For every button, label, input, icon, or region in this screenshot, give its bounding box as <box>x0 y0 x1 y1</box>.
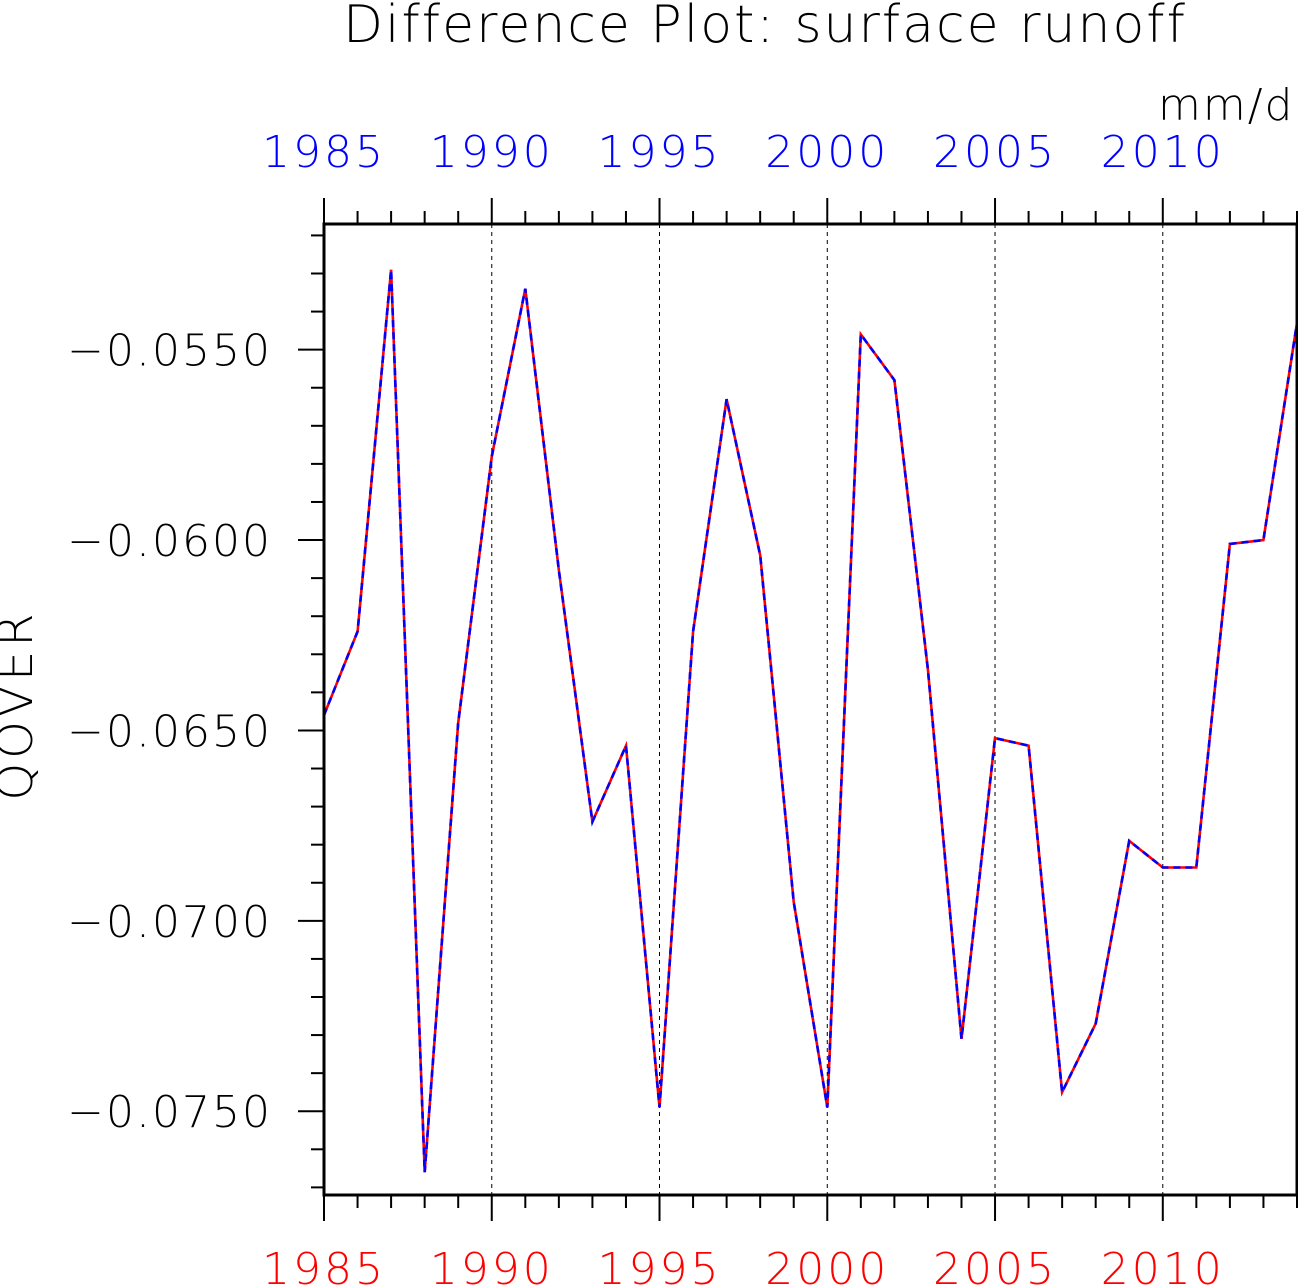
x-tick-label-top: 2010 <box>1101 127 1225 178</box>
y-tick-label: −0.0650 <box>67 706 272 757</box>
x-tick-label-top: 2000 <box>765 127 889 178</box>
y-tick-label: −0.0700 <box>67 897 272 948</box>
tick-layer <box>298 198 1298 1221</box>
label-layer: 1985 1985 1990 1990 1995 1995 2000 2000 2005 2005… <box>67 127 1225 1286</box>
series-layer <box>322 269 1298 1173</box>
x-tick-label-top: 1985 <box>262 127 386 178</box>
chart-units: mm/d <box>1158 80 1294 131</box>
x-tick-label-top: 2005 <box>933 127 1057 178</box>
x-tick-label-bottom: 1990 <box>430 1244 554 1286</box>
x-tick-label-bottom: 2005 <box>933 1244 1057 1286</box>
y-axis-label: QOVER <box>0 609 44 800</box>
plot-frame <box>322 222 1298 1197</box>
series-line <box>322 269 1298 1173</box>
y-tick-label: −0.0550 <box>67 326 272 377</box>
grid-layer <box>491 224 1164 1195</box>
chart-title: Difference Plot: surface runoff <box>343 0 1187 55</box>
x-tick-label-bottom: 1995 <box>598 1244 722 1286</box>
x-tick-label-bottom: 2010 <box>1101 1244 1225 1286</box>
y-tick-label: −0.0750 <box>67 1087 272 1138</box>
x-tick-label-top: 1995 <box>598 127 722 178</box>
x-tick-label-top: 1990 <box>430 127 554 178</box>
x-tick-label-bottom: 1985 <box>262 1244 386 1286</box>
x-tick-label-bottom: 2000 <box>765 1244 889 1286</box>
y-tick-label: −0.0600 <box>67 516 272 567</box>
series-line <box>322 269 1298 1173</box>
